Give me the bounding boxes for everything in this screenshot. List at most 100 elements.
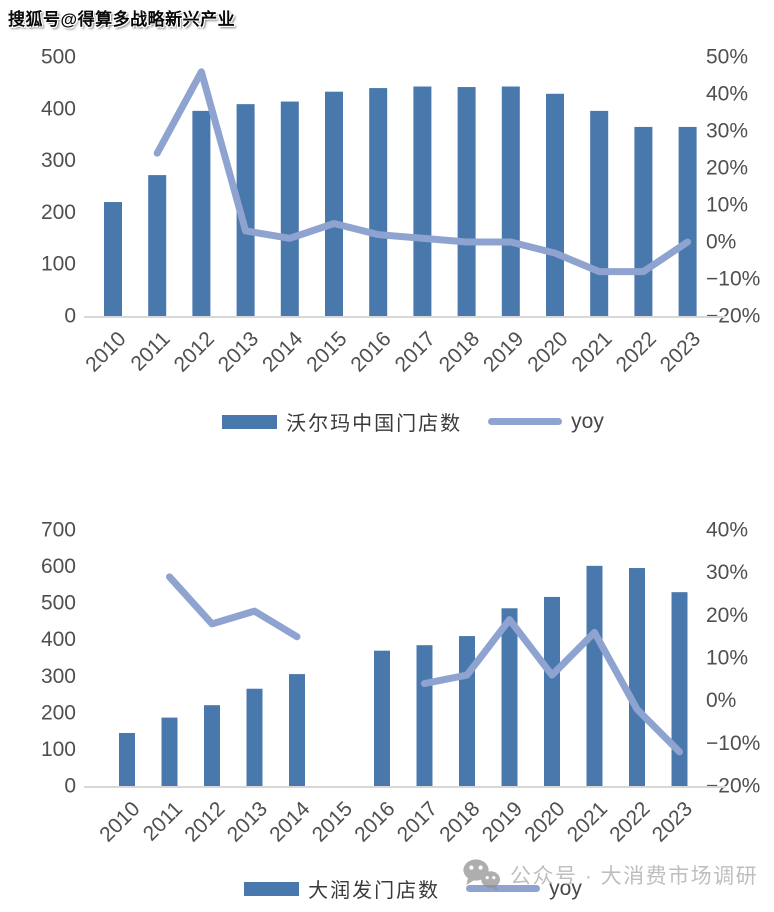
- right-axis-tick-label: 10%: [706, 647, 748, 670]
- left-axis-tick-label: 500: [41, 46, 76, 69]
- bar-2010: [104, 202, 122, 316]
- header-watermark: 搜狐号@得算多战略新兴产业: [8, 10, 236, 29]
- right-axis-tick-label: 40%: [706, 519, 748, 542]
- x-axis-tick-label: 2018: [435, 327, 484, 376]
- legend-item-yoy: yoy: [488, 410, 604, 434]
- x-axis-tick-label: 2014: [265, 797, 315, 847]
- bar-2013: [246, 688, 263, 786]
- left-axis-tick-label: 400: [41, 628, 76, 651]
- x-axis-tick-label: 2012: [170, 327, 219, 376]
- right-axis-tick-label: 30%: [706, 561, 748, 584]
- bar-2012: [192, 110, 211, 316]
- x-axis-tick-label: 2019: [478, 797, 527, 846]
- bar-2023: [678, 126, 697, 317]
- bar-2018: [457, 87, 476, 316]
- x-axis-tick-label: 2013: [214, 327, 263, 376]
- x-axis-tick-label: 2022: [612, 327, 661, 376]
- x-axis-tick-label: 2015: [302, 327, 351, 376]
- x-axis-tick-label: 2014: [258, 327, 308, 377]
- legend-item-yoy: yoy: [466, 877, 582, 901]
- bar-2014: [289, 674, 305, 786]
- left-axis-tick-label: 0: [64, 775, 76, 798]
- x-axis-tick-label: 2023: [656, 327, 705, 376]
- left-axis-tick-label: 200: [41, 701, 76, 724]
- right-axis-tick-label: 50%: [706, 46, 748, 69]
- chart2-legend: 大润发门店数 yoy: [26, 874, 774, 903]
- bar-2014: [280, 101, 299, 316]
- bar-2017: [416, 645, 433, 786]
- line-series-swatch: [466, 885, 541, 892]
- x-axis-tick-label: 2022: [605, 797, 654, 846]
- bar-2012: [204, 705, 220, 786]
- left-axis-tick-label: 300: [41, 149, 76, 172]
- bar-series-swatch: [222, 414, 278, 429]
- walmart-china-stores-chart: 500 400 300 200 100 0 50% 40% 30% 20% 10% 0% −10% −20…: [41, 46, 760, 377]
- bar-2010: [119, 732, 135, 786]
- right-axis-tick-label: 0%: [706, 231, 736, 254]
- x-axis-tick-label: 2011: [139, 797, 187, 845]
- rt-mart-stores-chart: 700 600 500 400 300 200 100 0 40% 30% 20% 10% 0% −10%…: [41, 519, 760, 847]
- yoy-line: [153, 68, 692, 276]
- x-axis-tick-label: 2020: [520, 797, 569, 846]
- x-axis-tick-label: 2010: [95, 797, 144, 846]
- right-axis-tick-label: 40%: [706, 83, 748, 106]
- x-axis-tick-label: 2023: [648, 797, 697, 846]
- left-axis-tick-label: 300: [41, 665, 76, 688]
- bar-2019: [501, 86, 520, 316]
- bar-2011: [148, 175, 167, 316]
- x-axis-tick-label: 2015: [308, 797, 357, 846]
- right-axis-tick-label: −20%: [706, 775, 760, 798]
- left-axis-tick-label: 0: [64, 305, 76, 328]
- bar-2021: [590, 110, 609, 316]
- bar-2017: [413, 86, 432, 316]
- line-series-label: yoy: [549, 876, 582, 900]
- x-axis-tick-label: 2012: [180, 797, 229, 846]
- right-axis-tick-label: 20%: [706, 604, 748, 627]
- right-axis-tick-label: 0%: [706, 689, 736, 712]
- right-axis-tick-label: −20%: [706, 305, 760, 328]
- x-axis-tick-label: 2017: [393, 797, 442, 846]
- bar-2020: [546, 93, 564, 316]
- bar-series-label: 大润发门店数: [308, 880, 441, 902]
- right-axis-tick-label: 10%: [706, 194, 748, 217]
- left-axis-tick-label: 600: [41, 555, 76, 578]
- bar-2021: [586, 565, 603, 786]
- right-axis-tick-label: 30%: [706, 120, 748, 143]
- bar-2015: [325, 91, 343, 317]
- bar-2013: [236, 104, 255, 316]
- x-axis-tick-label: 2010: [81, 327, 130, 376]
- footer-watermark: 公众号 · 大消费市场调研: [462, 858, 758, 892]
- bar-2016: [369, 88, 388, 316]
- line-series-swatch: [488, 418, 563, 425]
- left-axis-tick-label: 500: [41, 592, 76, 615]
- bar-2023: [671, 592, 688, 786]
- yoy-line: [421, 616, 683, 756]
- wechat-icon: [463, 859, 500, 891]
- x-axis-tick-label: 2020: [523, 327, 572, 376]
- right-axis-tick-label: 20%: [706, 157, 748, 180]
- bar-series-swatch: [244, 881, 300, 896]
- bar-2011: [161, 717, 178, 786]
- x-axis-tick-label: 2013: [223, 797, 272, 846]
- left-axis-tick-label: 100: [41, 253, 76, 276]
- bar-2020: [544, 596, 560, 786]
- x-axis-tick-label: 2019: [479, 327, 528, 376]
- bar-2016: [374, 650, 390, 786]
- x-axis-tick-label: 2017: [391, 327, 440, 376]
- chart1-legend: 沃尔玛中国门店数 yoy: [26, 407, 774, 436]
- yoy-line: [166, 573, 301, 641]
- bar-2018: [459, 636, 475, 786]
- footer-watermark-text: 公众号 · 大消费市场调研: [510, 865, 759, 888]
- right-axis-tick-label: −10%: [706, 268, 760, 291]
- x-axis-tick-label: 2011: [127, 327, 175, 375]
- x-axis-tick-label: 2016: [346, 327, 395, 376]
- line-series-label: yoy: [571, 409, 604, 433]
- bar-2022: [634, 126, 653, 317]
- x-axis-tick-label: 2018: [435, 797, 484, 846]
- right-axis-tick-label: −10%: [706, 732, 760, 755]
- x-axis-tick-label: 2021: [563, 797, 612, 846]
- x-axis-tick-label: 2016: [350, 797, 399, 846]
- left-axis-tick-label: 400: [41, 97, 76, 120]
- left-axis-tick-label: 100: [41, 738, 76, 761]
- bar-2019: [501, 608, 518, 786]
